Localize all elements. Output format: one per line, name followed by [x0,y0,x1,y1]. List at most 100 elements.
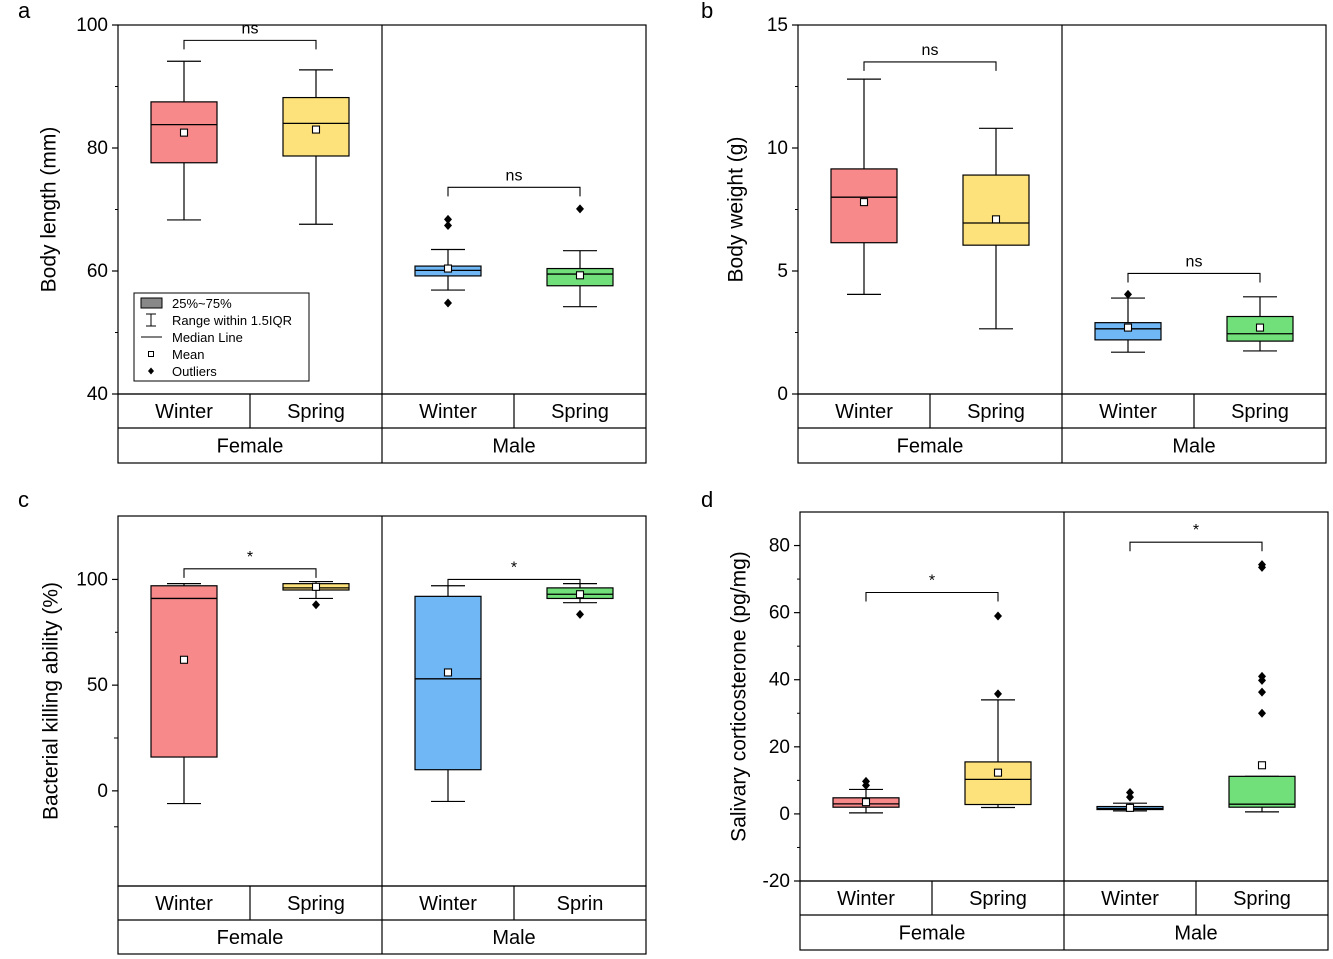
category-label: Winter [155,401,213,423]
box-male-spring [546,583,614,619]
box-female-winter [832,776,900,814]
category-label: Sprin [557,893,604,915]
legend-item-label: Median Line [172,330,243,345]
significance-label: ns [506,167,523,184]
significance-bracket: ns [447,167,581,197]
category-label: Spring [967,401,1025,423]
bracket-line [447,186,581,197]
bracket-line [447,578,581,589]
category-label: Spring [969,888,1027,910]
category-label: Spring [287,401,345,423]
legend-item-label: Range within 1.5IQR [172,313,292,328]
mean-marker [993,768,1003,777]
y-axis-label: Body length (mm) [38,127,61,293]
iqr-box [150,585,218,758]
y-axis-label: Bacterial killing ability (%) [40,582,63,820]
box-male-winter [414,214,482,308]
y-tick-label: 50 [87,675,108,696]
significance-label: * [247,549,253,566]
legend-item-label: Outliers [172,364,217,379]
outlier-point [444,298,452,308]
significance-bracket: * [1129,522,1263,552]
y-tick-label: 80 [769,536,790,557]
y-tick-label: 20 [769,737,790,758]
panel-d: d Salivary corticosterone (pg/mg) -20 0 20 40… [701,487,1329,951]
y-tick-label: 100 [76,569,108,590]
outlier-point [1124,289,1132,299]
panel-label: d [701,487,713,512]
diamond-icon [148,367,154,375]
significance-bracket: * [183,549,317,578]
mean-marker [859,198,869,207]
significance-label: ns [1186,253,1203,270]
mean-marker [1125,803,1135,812]
outlier-point [312,600,320,610]
significance-bracket: * [447,559,581,589]
category-label: Spring [1233,888,1291,910]
mean-marker [861,798,871,807]
y-tick-label: 0 [777,384,788,405]
significance-bracket: ns [863,42,997,71]
mean-marker [179,655,189,664]
box-male-winter [414,585,482,803]
group-label: Male [492,927,535,949]
box-female-spring [282,580,350,610]
iqr-box [962,174,1030,246]
mean-marker [311,582,321,591]
significance-bracket: * [865,573,999,602]
y-tick-label: 5 [777,261,788,282]
box-male-winter [1094,289,1162,353]
bracket-line [1127,272,1261,283]
significance-label: * [1193,522,1199,539]
group-label: Female [217,927,284,949]
group-label: Female [897,436,964,458]
outlier-point [994,689,1002,699]
significance-bracket: ns [183,20,317,50]
bracket-line [865,591,999,602]
mean-marker [1255,323,1265,332]
panel-label: b [701,0,713,23]
y-tick-label: 0 [97,781,108,802]
group-label: Female [217,436,284,458]
category-label: Spring [1231,401,1289,423]
y-tick-label: -20 [763,871,790,892]
box-female-spring [282,69,350,225]
mean-marker [179,128,189,137]
outlier-point [1258,560,1266,570]
y-tick-label: 40 [87,384,108,405]
group-label: Female [899,923,966,945]
category-label: Winter [419,893,477,915]
panel-label: c [18,487,29,512]
outlier-point [576,204,584,214]
mean-marker [991,215,1001,224]
category-label: Winter [1099,401,1157,423]
outlier-point [1126,787,1134,797]
box-female-winter [150,583,218,805]
iqr-box [414,595,482,771]
box-female-winter [830,78,898,295]
group-label: Male [1172,436,1215,458]
outlier-point [1258,671,1266,681]
whisker-icon [146,313,156,327]
mean-marker [443,264,453,273]
category-label: Winter [155,893,213,915]
category-label: Spring [551,401,609,423]
panel-b: b Body weight (g) 0 5 10 15 Winter Spring Winter… [701,0,1327,464]
mean-marker [311,125,321,134]
category-label: Spring [287,893,345,915]
y-tick-label: 60 [769,603,790,624]
panel-a: a Body length (mm) 40 60 80 100 Winter Spring Wi… [18,0,647,464]
box-male-spring [546,204,614,308]
outlier-point [994,611,1002,621]
y-tick-label: 0 [779,804,790,825]
category-label: Winter [1101,888,1159,910]
significance-label: ns [922,42,939,59]
mean-marker [575,590,585,599]
mean-marker [1123,323,1133,332]
group-label: Male [1174,923,1217,945]
bracket-line [863,61,997,71]
panel-label: a [18,0,31,23]
group-label: Male [492,436,535,458]
iqr-box [964,761,1032,806]
